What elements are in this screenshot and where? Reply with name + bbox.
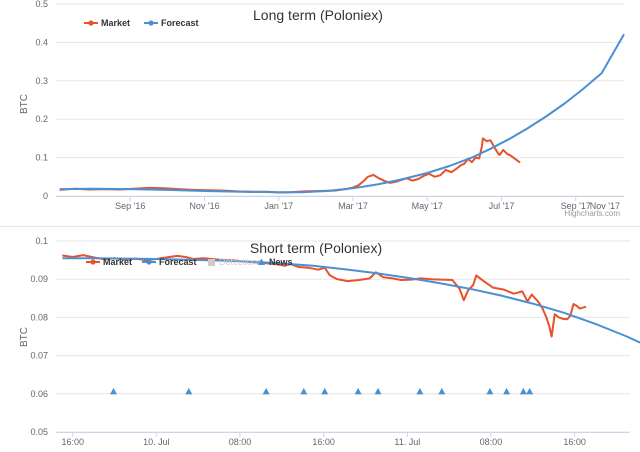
short-term-chart-title: Short term (Poloniex) [250,240,382,256]
legend-item-market[interactable]: Market [86,257,132,267]
long-term-x-axis: Sep '16 Nov '16 Jan '17 Mar '17 May '17 Jul '… [56,196,624,211]
y-tick-label: 0.07 [30,351,48,361]
short-term-series [62,254,640,395]
highcharts-credits[interactable]: Highcharts.com [564,209,620,218]
news-marker[interactable] [526,387,534,395]
long-term-series [59,33,625,194]
x-tick-label: May '17 [412,201,443,211]
y-tick-label: 0.1 [35,153,48,163]
news-marker[interactable] [416,387,424,395]
y-tick-label: 0.09 [30,274,48,284]
long-term-y-axis-title: BTC [19,94,30,114]
x-tick-label: 11. Jul [394,437,420,447]
x-tick-label: Nov '17 [590,201,620,211]
short-term-y-axis-title: BTC [19,327,30,347]
forecast-series-line[interactable] [62,257,640,392]
news-marker[interactable] [486,387,494,395]
market-legend-marker [90,259,96,265]
y-tick-label: 0.5 [35,0,48,9]
long-term-gridlines [56,3,624,197]
legend-label-market: Market [101,18,130,28]
x-tick-label: 16:00 [61,437,84,447]
y-tick-label: 0.08 [30,312,48,322]
x-tick-label: 16:00 [563,437,586,447]
legend-label-market: Market [103,257,132,267]
long-term-legend: Market Forecast [84,18,199,28]
x-tick-label: 10. Jul [143,437,170,447]
legend-item-forecast[interactable]: Forecast [144,18,199,28]
legend-label-news: News [269,257,293,267]
legend-item-detections[interactable]: Detections [208,257,262,267]
legend-label-forecast: Forecast [159,257,197,267]
x-tick-label: 08:00 [229,437,252,447]
news-marker[interactable] [503,387,511,395]
y-tick-label: 0.3 [35,76,48,86]
legend-label-forecast: Forecast [161,18,199,28]
chart-divider [0,226,640,227]
y-tick-label: 0.1 [35,236,48,246]
news-marker[interactable] [519,387,527,395]
legend-item-forecast[interactable]: Forecast [142,257,197,267]
news-marker[interactable] [185,387,193,395]
forecast-legend-marker [148,20,154,26]
x-tick-label: Mar '17 [338,201,368,211]
long-term-chart: Long term (Poloniex) BTC 0 0.1 0.2 0.3 0.4 0.… [19,0,625,218]
y-tick-label: 0.05 [30,427,48,437]
x-tick-label: Jan '17 [264,201,293,211]
x-tick-label: 16:00 [312,437,335,447]
forecast-series-line[interactable] [59,33,625,194]
x-tick-label: Sep '17 [561,201,591,211]
detections-legend-marker [208,259,215,266]
y-tick-label: 0 [43,191,48,201]
long-term-y-axis: 0 0.1 0.2 0.3 0.4 0.5 [35,0,48,201]
y-tick-label: 0.2 [35,114,48,124]
y-tick-label: 0.4 [35,37,48,47]
short-term-legend: Market Forecast Detections News [86,257,293,267]
news-marker[interactable] [438,387,446,395]
long-term-chart-title: Long term (Poloniex) [253,7,383,23]
news-marker[interactable] [110,387,118,395]
news-marker[interactable] [262,387,270,395]
y-tick-label: 0.06 [30,389,48,399]
legend-label-detections: Detections [219,257,262,267]
x-tick-label: Nov '16 [189,201,219,211]
market-legend-marker [88,20,94,26]
short-term-y-axis: 0.05 0.06 0.07 0.08 0.09 0.1 [30,236,48,437]
news-marker[interactable] [321,387,329,395]
legend-item-news[interactable]: News [258,257,293,267]
forecast-legend-marker [146,259,152,265]
news-marker[interactable] [354,387,362,395]
x-tick-label: Sep '16 [115,201,145,211]
x-tick-label: 08:00 [480,437,503,447]
short-term-chart: Short term (Poloniex) BTC 0.050.060.070.… [19,236,640,447]
market-series-line[interactable] [62,254,587,338]
x-tick-label: Jul '17 [489,201,515,211]
news-legend-marker [258,258,265,265]
news-marker[interactable] [374,387,382,395]
legend-item-market[interactable]: Market [84,18,130,28]
news-marker[interactable] [300,387,308,395]
